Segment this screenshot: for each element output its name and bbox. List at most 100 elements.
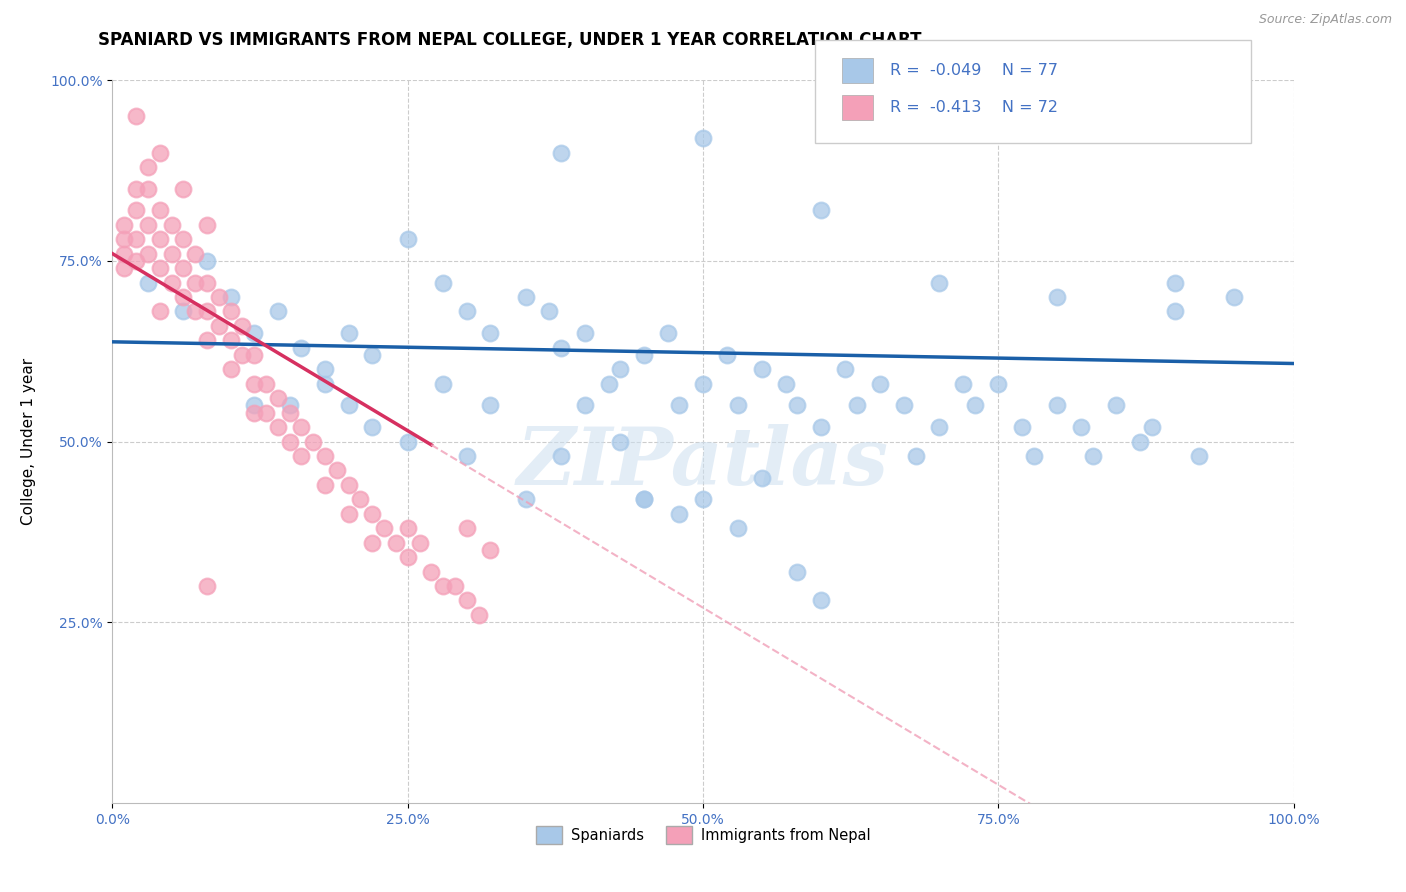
Point [1046, 398, 1069, 412]
Point [444, 579, 467, 593]
Point [125, 203, 148, 218]
Point [657, 326, 679, 340]
Point [361, 507, 384, 521]
Point [184, 304, 207, 318]
Point [278, 406, 301, 420]
Point [845, 398, 868, 412]
Point [987, 376, 1010, 391]
Point [692, 376, 714, 391]
Point [775, 376, 797, 391]
Point [361, 420, 384, 434]
Point [361, 535, 384, 549]
Point [869, 376, 891, 391]
Point [810, 420, 832, 434]
Point [692, 492, 714, 507]
Point [231, 318, 253, 333]
Point [136, 218, 159, 232]
Point [963, 398, 986, 412]
Point [1081, 449, 1104, 463]
Point [692, 131, 714, 145]
Point [267, 391, 290, 405]
Point [633, 492, 655, 507]
Point [195, 334, 218, 348]
Point [574, 326, 596, 340]
Point [810, 593, 832, 607]
Point [928, 276, 950, 290]
Point [751, 362, 773, 376]
Point [467, 607, 489, 622]
Point [290, 449, 312, 463]
Point [136, 246, 159, 260]
Point [219, 304, 242, 318]
Point [1129, 434, 1152, 449]
Point [136, 276, 159, 290]
Point [231, 348, 253, 362]
Point [834, 362, 856, 376]
Point [598, 376, 620, 391]
Point [361, 348, 384, 362]
Legend: Spaniards, Immigrants from Nepal: Spaniards, Immigrants from Nepal [530, 821, 876, 850]
Point [243, 376, 266, 391]
Point [396, 232, 419, 246]
Point [786, 565, 808, 579]
Point [172, 182, 194, 196]
Point [432, 579, 454, 593]
Point [290, 420, 312, 434]
Text: ZIPatlas: ZIPatlas [517, 425, 889, 502]
Point [125, 253, 148, 268]
Point [550, 449, 572, 463]
Point [550, 341, 572, 355]
Point [396, 550, 419, 565]
Point [302, 434, 325, 449]
Point [243, 326, 266, 340]
Point [904, 449, 927, 463]
Text: SPANIARD VS IMMIGRANTS FROM NEPAL COLLEGE, UNDER 1 YEAR CORRELATION CHART: SPANIARD VS IMMIGRANTS FROM NEPAL COLLEG… [98, 31, 922, 49]
Point [243, 398, 266, 412]
Point [160, 276, 183, 290]
Point [1164, 304, 1187, 318]
Point [727, 521, 749, 535]
Point [219, 362, 242, 376]
Point [928, 420, 950, 434]
Point [408, 535, 430, 549]
Point [727, 398, 749, 412]
Point [538, 304, 561, 318]
Point [326, 463, 349, 477]
Point [810, 203, 832, 218]
Point [716, 348, 738, 362]
Y-axis label: College, Under 1 year: College, Under 1 year [21, 358, 37, 525]
Point [479, 326, 502, 340]
Point [112, 261, 135, 276]
Point [574, 398, 596, 412]
Point [160, 218, 183, 232]
Point [420, 565, 443, 579]
Point [337, 507, 360, 521]
Point [1164, 276, 1187, 290]
Point [125, 232, 148, 246]
Text: R =  -0.413    N = 72: R = -0.413 N = 72 [890, 101, 1057, 115]
Point [112, 232, 135, 246]
Point [243, 348, 266, 362]
Point [160, 246, 183, 260]
Point [337, 478, 360, 492]
Point [479, 398, 502, 412]
Point [278, 434, 301, 449]
Point [149, 232, 172, 246]
Point [456, 449, 478, 463]
Point [396, 434, 419, 449]
Point [1223, 290, 1246, 304]
Point [195, 253, 218, 268]
Point [149, 261, 172, 276]
Point [219, 290, 242, 304]
Point [254, 376, 277, 391]
Point [184, 276, 207, 290]
Point [184, 246, 207, 260]
Point [515, 290, 537, 304]
Point [432, 276, 454, 290]
Point [456, 304, 478, 318]
Point [1046, 290, 1069, 304]
Point [550, 145, 572, 160]
Point [172, 304, 194, 318]
Point [149, 203, 172, 218]
Point [1140, 420, 1163, 434]
